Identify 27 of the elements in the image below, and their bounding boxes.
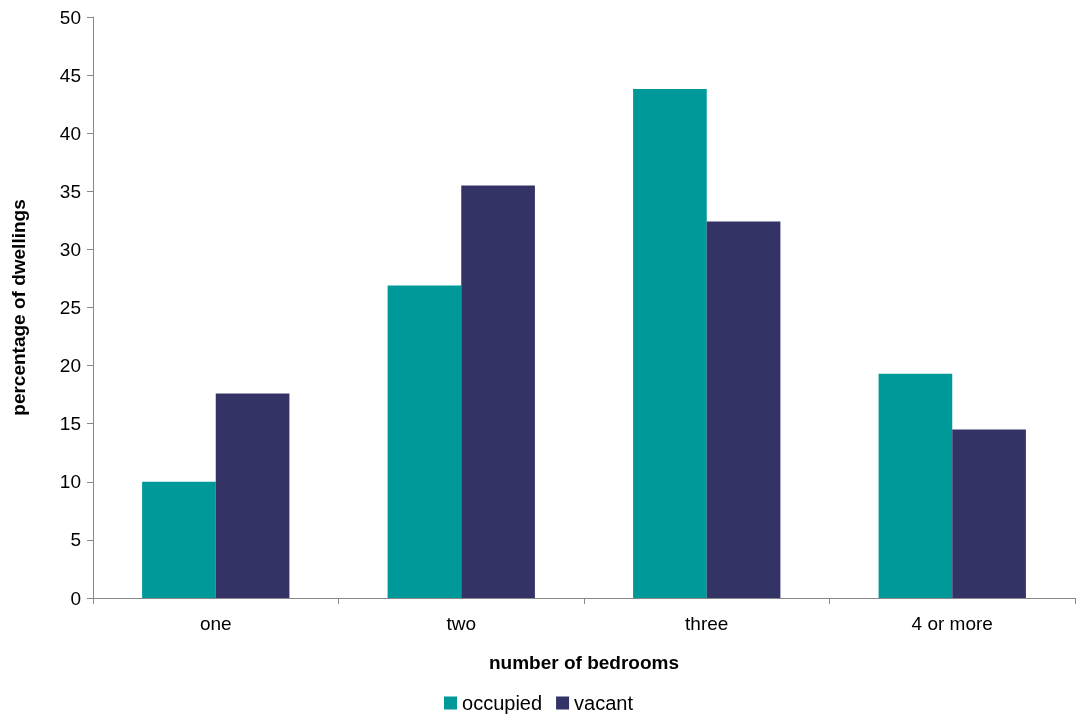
x-tick-label: two — [446, 613, 477, 634]
x-tick-label: one — [199, 613, 232, 634]
x-tick-label: three — [685, 613, 729, 634]
x-tick-label: 4 or more — [911, 613, 993, 634]
bar — [878, 373, 953, 598]
x-axis-title: number of bedrooms — [488, 652, 680, 673]
y-tick-label: 35 — [59, 180, 81, 202]
y-tick-label: 5 — [70, 529, 81, 551]
y-tick-label: 10 — [59, 471, 81, 493]
y-tick-label: 20 — [59, 355, 81, 377]
y-axis-title: percentage of dwellings — [8, 199, 29, 416]
bar — [387, 285, 462, 598]
legend-label: occupied — [462, 692, 543, 714]
bar — [706, 221, 781, 598]
bar — [633, 89, 707, 598]
y-tick-label: 0 — [70, 587, 81, 609]
y-tick-label: 25 — [59, 297, 81, 318]
y-tick-label: 30 — [59, 238, 81, 260]
bar — [952, 429, 1026, 598]
y-tick-label: 40 — [59, 122, 81, 144]
bar — [215, 393, 290, 598]
legend-label: vacant — [574, 692, 634, 714]
bar — [461, 185, 535, 598]
y-tick-label: 45 — [59, 64, 81, 86]
y-tick-label: 15 — [59, 413, 81, 435]
y-tick-label: 50 — [59, 6, 81, 28]
bar — [142, 481, 216, 598]
